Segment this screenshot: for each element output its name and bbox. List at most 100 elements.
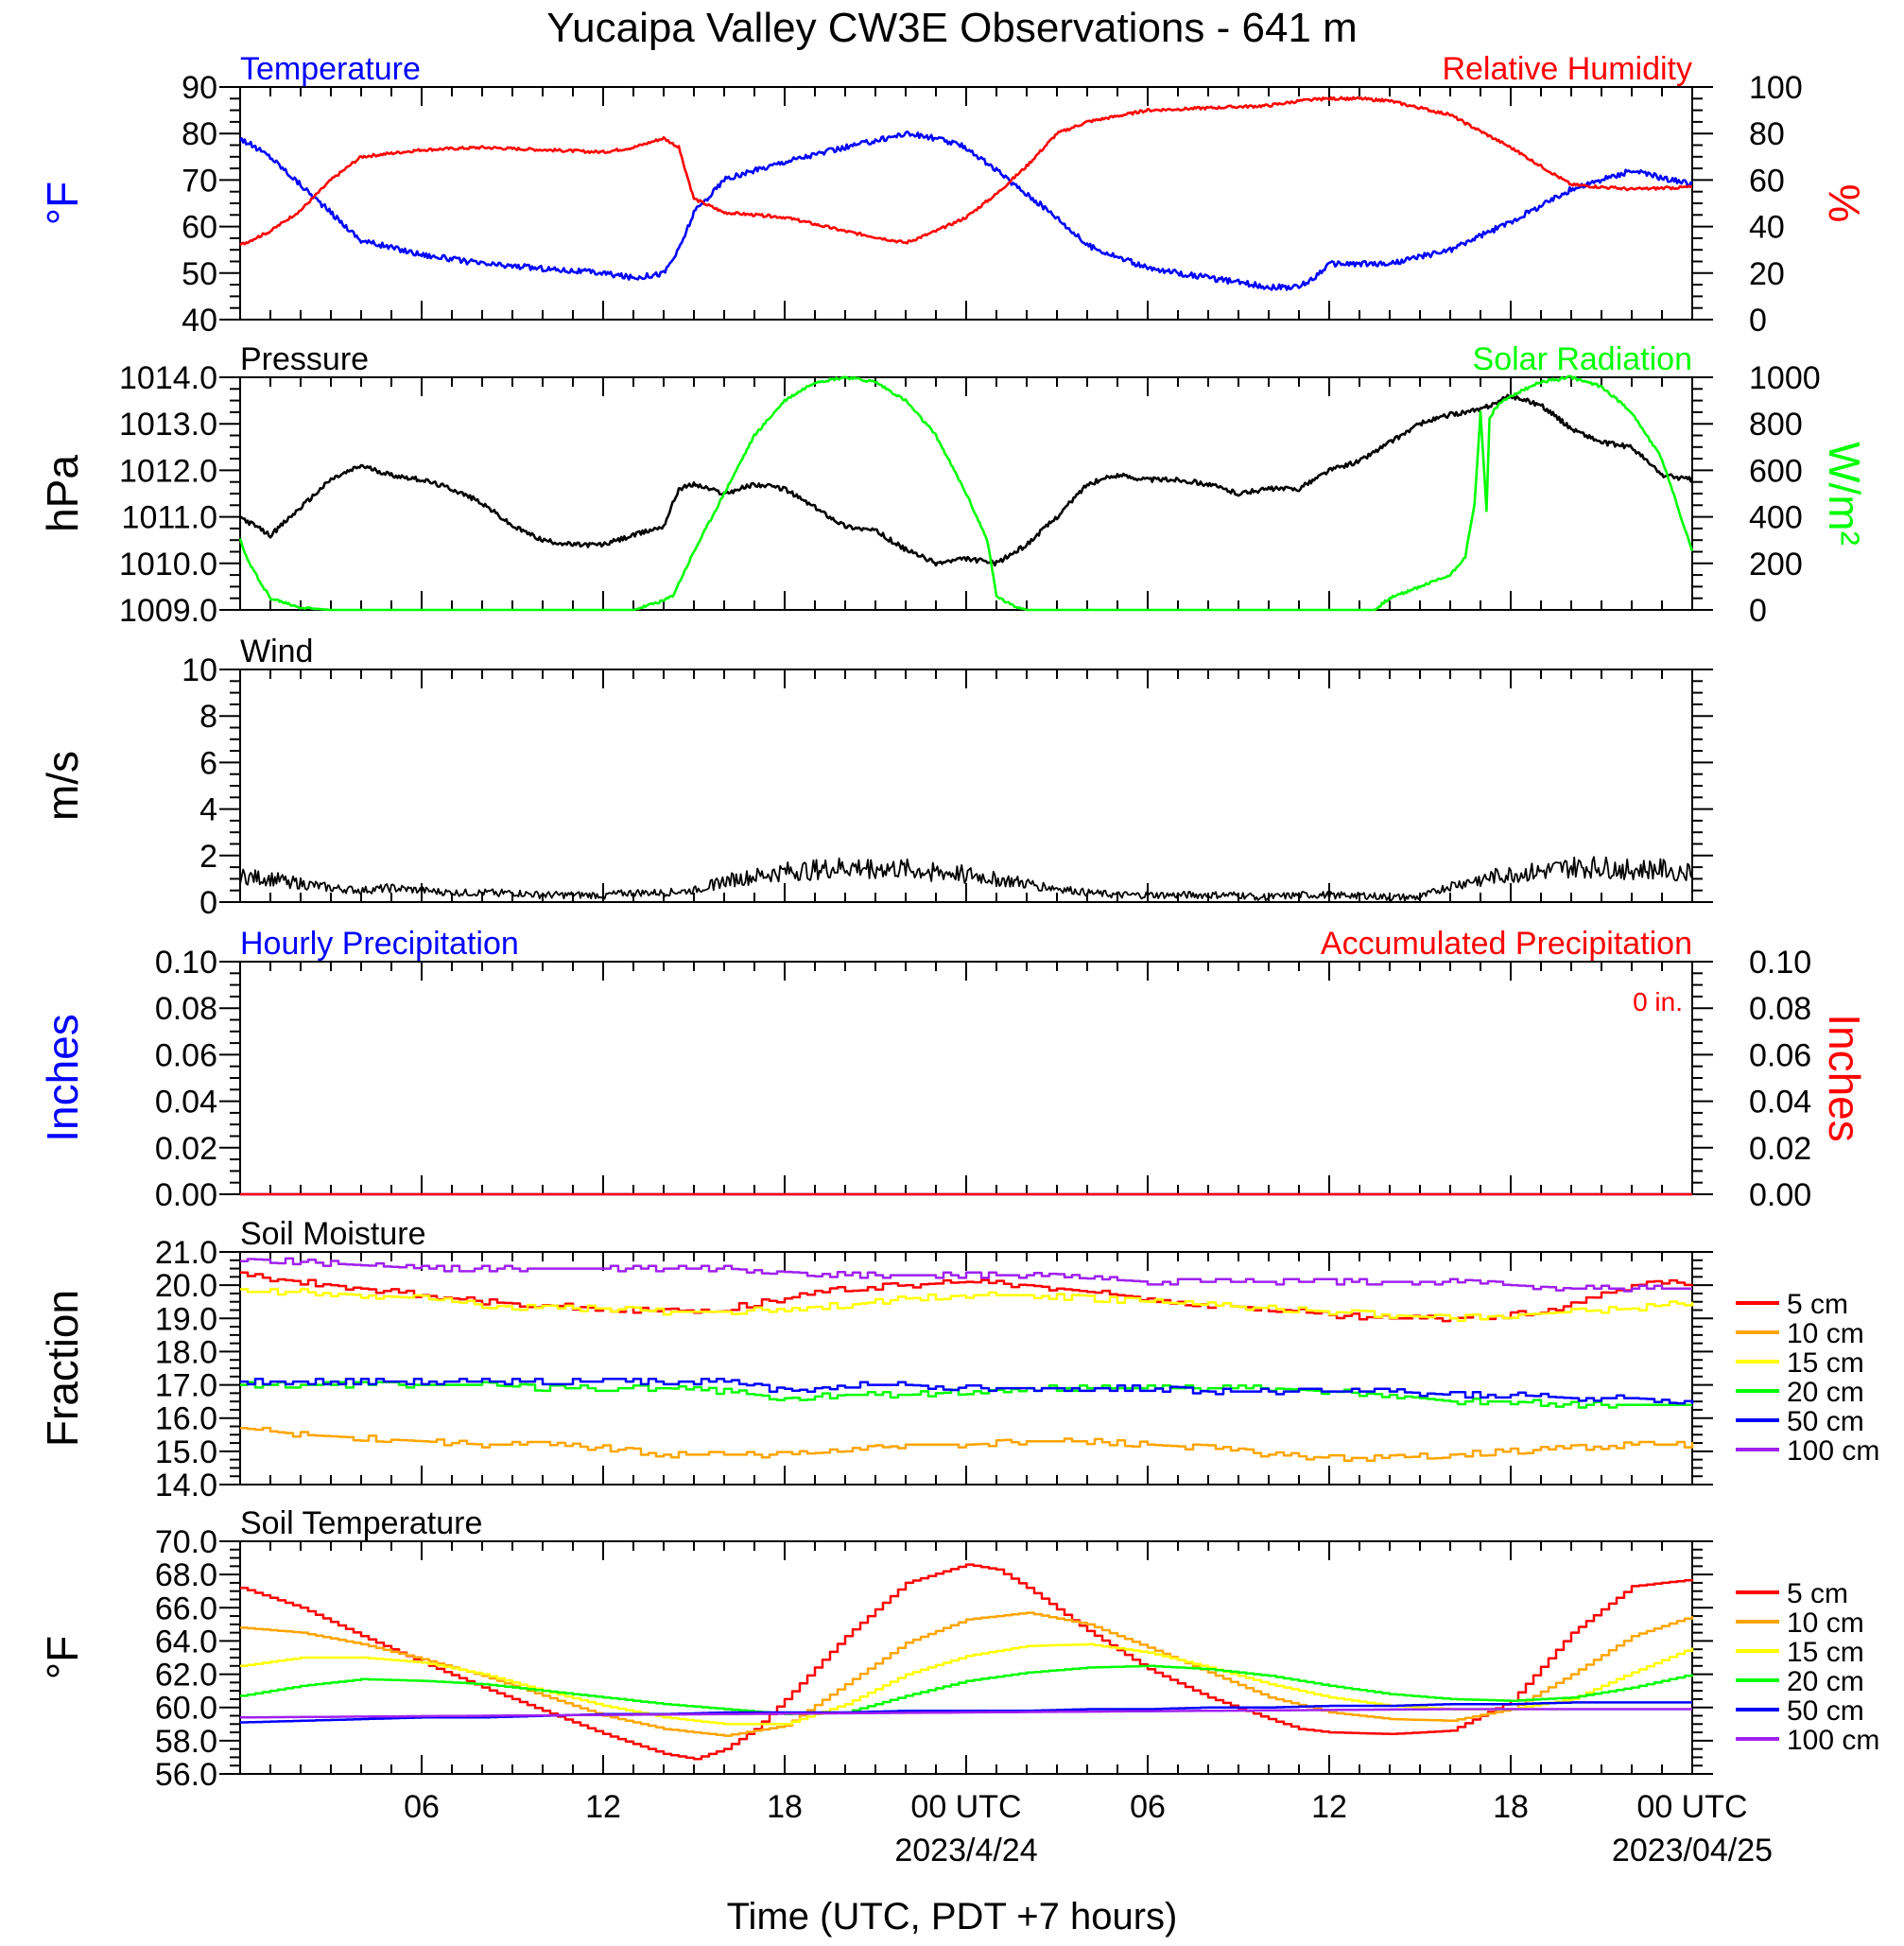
y-tick-label-left: 0.08 bbox=[155, 991, 217, 1027]
series-line-15-cm bbox=[240, 1288, 1694, 1322]
y-tick-label-left: 0.04 bbox=[155, 1085, 217, 1121]
y-tick-label-right: 0.10 bbox=[1749, 945, 1811, 981]
y-tick-label-left: 1011.0 bbox=[122, 500, 217, 536]
y-tick-label-left: 20.0 bbox=[155, 1268, 217, 1304]
x-tick-label: 12 bbox=[1311, 1789, 1347, 1825]
x-tick-label: 06 bbox=[404, 1789, 440, 1825]
series-line-50-cm bbox=[240, 1701, 1692, 1724]
y-tick-label-left: 0 bbox=[199, 885, 217, 921]
y-axis-label-right: Inches bbox=[1820, 1014, 1869, 1142]
y-tick-label-left: 60 bbox=[182, 210, 217, 246]
y-tick-label-left: 0.02 bbox=[155, 1131, 217, 1167]
x-tick-label: 00 UTC bbox=[1636, 1789, 1747, 1825]
y-tick-label-left: 66.0 bbox=[155, 1590, 217, 1626]
y-tick-label-right: 600 bbox=[1749, 453, 1803, 489]
y-axis-label-left: hPa bbox=[38, 455, 87, 532]
y-tick-label-left: 14.0 bbox=[155, 1468, 217, 1503]
panel-1: 1009.0 1010.0 1011.0 1012.0 1013.0 1014.0 0 200… bbox=[38, 341, 1869, 629]
y-tick-label-left: 18.0 bbox=[155, 1334, 217, 1370]
y-tick-label-left: 90 bbox=[182, 70, 217, 106]
series-line-wind bbox=[239, 856, 1693, 902]
legend-label: 100 cm bbox=[1787, 1725, 1879, 1756]
y-tick-label-left: 19.0 bbox=[155, 1301, 217, 1337]
legend-label: 10 cm bbox=[1787, 1607, 1864, 1639]
y-tick-label-left: 16.0 bbox=[155, 1401, 217, 1437]
panel-title-left: Hourly Precipitation bbox=[240, 926, 519, 962]
y-tick-label-left: 60.0 bbox=[155, 1691, 217, 1727]
y-tick-label-right: 20 bbox=[1749, 256, 1785, 292]
panel-title-right: Relative Humidity bbox=[1442, 51, 1692, 87]
panel-3: 0.00 0.02 0.04 0.06 0.08 0.10 0.00 0.02 0.04 0.06… bbox=[38, 926, 1869, 1213]
chart-title: Yucaipa Valley CW3E Observations - 641 m bbox=[546, 5, 1358, 51]
y-tick-label-left: 56.0 bbox=[155, 1757, 217, 1793]
y-tick-label-left: 17.0 bbox=[155, 1368, 217, 1404]
y-tick-label-left: 64.0 bbox=[155, 1624, 217, 1659]
legend-label: 15 cm bbox=[1787, 1637, 1864, 1668]
legend-label: 5 cm bbox=[1787, 1289, 1848, 1320]
x-axis: 06 12 18 00 UTC 06 12 18 00 UTC 2023/4/24 2023/04… bbox=[404, 1789, 1773, 1868]
y-tick-label-right: 0.00 bbox=[1749, 1177, 1811, 1213]
y-tick-label-left: 1014.0 bbox=[119, 360, 217, 396]
precip-total-annotation: 0 in. bbox=[1633, 987, 1683, 1016]
legend-label: 10 cm bbox=[1787, 1318, 1864, 1349]
y-tick-label-left: 2 bbox=[199, 839, 217, 875]
y-tick-label-left: 62.0 bbox=[155, 1658, 217, 1694]
panel-4: 14.015.016.017.018.019.020.021.0 Soil Moi… bbox=[38, 1216, 1879, 1503]
panel-title-left: Wind bbox=[240, 634, 313, 669]
y-tick-label-left: 1013.0 bbox=[119, 407, 217, 443]
series-line-pressure bbox=[239, 393, 1694, 567]
y-tick-label-left: 58.0 bbox=[155, 1724, 217, 1760]
y-tick-label-left: 10 bbox=[182, 652, 217, 688]
y-tick-label-left: 1010.0 bbox=[119, 547, 217, 582]
panel-title-left: Temperature bbox=[240, 51, 421, 87]
y-tick-label-right: 40 bbox=[1749, 210, 1785, 246]
panel-5: 56.058.060.062.064.066.068.070.0 Soil Tem… bbox=[38, 1505, 1879, 1793]
y-tick-label-left: 4 bbox=[199, 792, 217, 828]
y-tick-label-right: 0 bbox=[1749, 593, 1767, 629]
y-tick-label-left: 40 bbox=[182, 303, 217, 339]
series-line-10-cm bbox=[240, 1426, 1694, 1462]
panel-0: 40 50 60 70 80 90 0 20 40 60 80 100 Temperature Relat… bbox=[38, 51, 1869, 339]
series-line-relative-humidity bbox=[239, 96, 1693, 247]
panel-title-left: Pressure bbox=[240, 341, 369, 377]
panel-title-left: Soil Temperature bbox=[240, 1505, 482, 1541]
y-tick-label-left: 0.10 bbox=[155, 945, 217, 981]
legend-label: 20 cm bbox=[1787, 1666, 1864, 1697]
y-axis-label-right: % bbox=[1820, 184, 1869, 223]
y-tick-label-left: 68.0 bbox=[155, 1557, 217, 1593]
y-tick-label-right: 0.06 bbox=[1749, 1037, 1811, 1073]
y-tick-label-right: 800 bbox=[1749, 407, 1803, 443]
y-axis-label-left: Fraction bbox=[38, 1290, 87, 1447]
y-tick-label-right: 60 bbox=[1749, 163, 1785, 199]
y-tick-label-left: 21.0 bbox=[155, 1235, 217, 1271]
y-tick-label-right: 0.04 bbox=[1749, 1085, 1811, 1121]
y-tick-label-left: 15.0 bbox=[155, 1434, 217, 1470]
y-tick-label-left: 0.00 bbox=[155, 1177, 217, 1213]
x-date-label: 2023/04/25 bbox=[1612, 1833, 1773, 1868]
panel-title-right: Solar Radiation bbox=[1473, 341, 1692, 377]
y-tick-label-right: 200 bbox=[1749, 547, 1803, 582]
y-tick-label-left: 1009.0 bbox=[119, 593, 217, 629]
x-tick-label: 18 bbox=[767, 1789, 803, 1825]
y-tick-label-right: 100 bbox=[1749, 70, 1803, 106]
series-line-100-cm bbox=[240, 1257, 1692, 1293]
y-tick-label-left: 6 bbox=[199, 745, 217, 781]
y-tick-label-left: 80 bbox=[182, 116, 217, 152]
legend-label: 100 cm bbox=[1787, 1435, 1879, 1467]
y-tick-label-right: 0.02 bbox=[1749, 1131, 1811, 1167]
panel-title-left: Soil Moisture bbox=[240, 1216, 426, 1252]
y-axis-label-left: °F bbox=[38, 1636, 87, 1680]
series-line-50-cm bbox=[240, 1377, 1694, 1405]
series-line-temperature bbox=[238, 130, 1693, 291]
series-line-10-cm bbox=[240, 1611, 1694, 1737]
series-line-20-cm bbox=[240, 1664, 1694, 1715]
x-axis-label: Time (UTC, PDT +7 hours) bbox=[727, 1896, 1178, 1937]
series-line-solar-radiation bbox=[238, 374, 1694, 612]
series-line-5-cm bbox=[240, 1563, 1694, 1761]
y-axis-label-left: m/s bbox=[38, 751, 87, 821]
y-tick-label-left: 70.0 bbox=[155, 1524, 217, 1560]
y-tick-label-right: 80 bbox=[1749, 116, 1785, 152]
x-tick-label: 06 bbox=[1130, 1789, 1166, 1825]
